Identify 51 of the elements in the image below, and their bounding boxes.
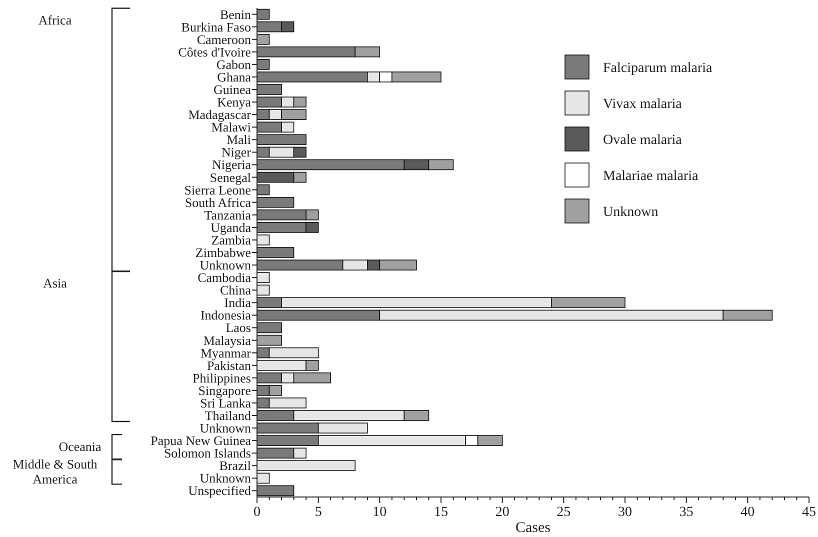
x-tick-label: 20	[495, 505, 510, 520]
y-tick-label: Cambodia	[198, 270, 252, 286]
legend-label: Vivax malaria	[603, 97, 683, 112]
text: Africa	[38, 12, 72, 28]
y-tick-label: Benin	[220, 6, 252, 22]
y-tick-label: Laos	[226, 320, 251, 336]
x-tick-label: 45	[802, 505, 816, 520]
y-tick-label: Unknown	[200, 470, 252, 486]
bar	[256, 334, 282, 346]
y-tick-label: Mali	[226, 132, 252, 148]
y-tick-label: Brazil	[219, 458, 252, 474]
y-tick-label: Zimbabwe	[195, 245, 252, 260]
y-tick-label: India	[224, 295, 252, 310]
text: Middle & South America	[12, 456, 98, 486]
y-tick-label: Cameroon	[196, 32, 252, 47]
y-tick-label: Indonesia	[200, 308, 252, 323]
y-tick-label: Kenya	[217, 94, 252, 110]
y-tick-label: Tanzania	[204, 207, 252, 222]
y-tick-label: Gabon	[216, 56, 252, 72]
y-tick-label: Unknown	[200, 420, 252, 436]
x-tick-label: 0	[254, 505, 260, 520]
y-tick-label: Philippines	[192, 370, 251, 386]
x-tick-label: 40	[740, 505, 755, 520]
y-tick-label: Guinea	[213, 82, 252, 97]
y-tick-label: Thailand	[204, 408, 252, 423]
y-tick-label: Niger	[221, 144, 252, 160]
y-tick-label: Côtes d'Ivoire	[178, 44, 252, 60]
x-tick-label: 35	[679, 505, 694, 520]
legend-label: Malariae malaria	[603, 169, 700, 184]
y-tick-label: China	[220, 282, 252, 298]
x-tick-label: 25	[556, 505, 571, 520]
x-tick-label: 30	[618, 505, 632, 520]
y-tick-label: Ghana	[217, 69, 252, 84]
y-tick-label: Malaysia	[203, 332, 252, 348]
text: Asia	[43, 276, 68, 291]
legend-label: Ovale malaria	[603, 133, 683, 148]
legend-label: Unknown	[603, 205, 658, 220]
y-tick-label: Burkina Faso	[181, 19, 251, 34]
x-tick-label: 15	[434, 505, 448, 520]
bar	[256, 322, 282, 334]
y-tick-label: South Africa	[184, 194, 252, 210]
y-tick-label: Papua New Guinea	[150, 433, 252, 448]
y-tick-label: Unknown	[200, 258, 252, 273]
y-tick-label: Unspecified	[188, 483, 252, 498]
x-tick-label: 5	[314, 505, 322, 520]
x-axis-title: Cases	[516, 520, 551, 536]
legend-label: Falciparum malaria	[603, 61, 714, 76]
x-tick-label: 10	[372, 505, 387, 520]
bar	[256, 485, 294, 496]
text: Oceania	[58, 438, 102, 454]
y-tick-label: Uganda	[210, 220, 252, 235]
